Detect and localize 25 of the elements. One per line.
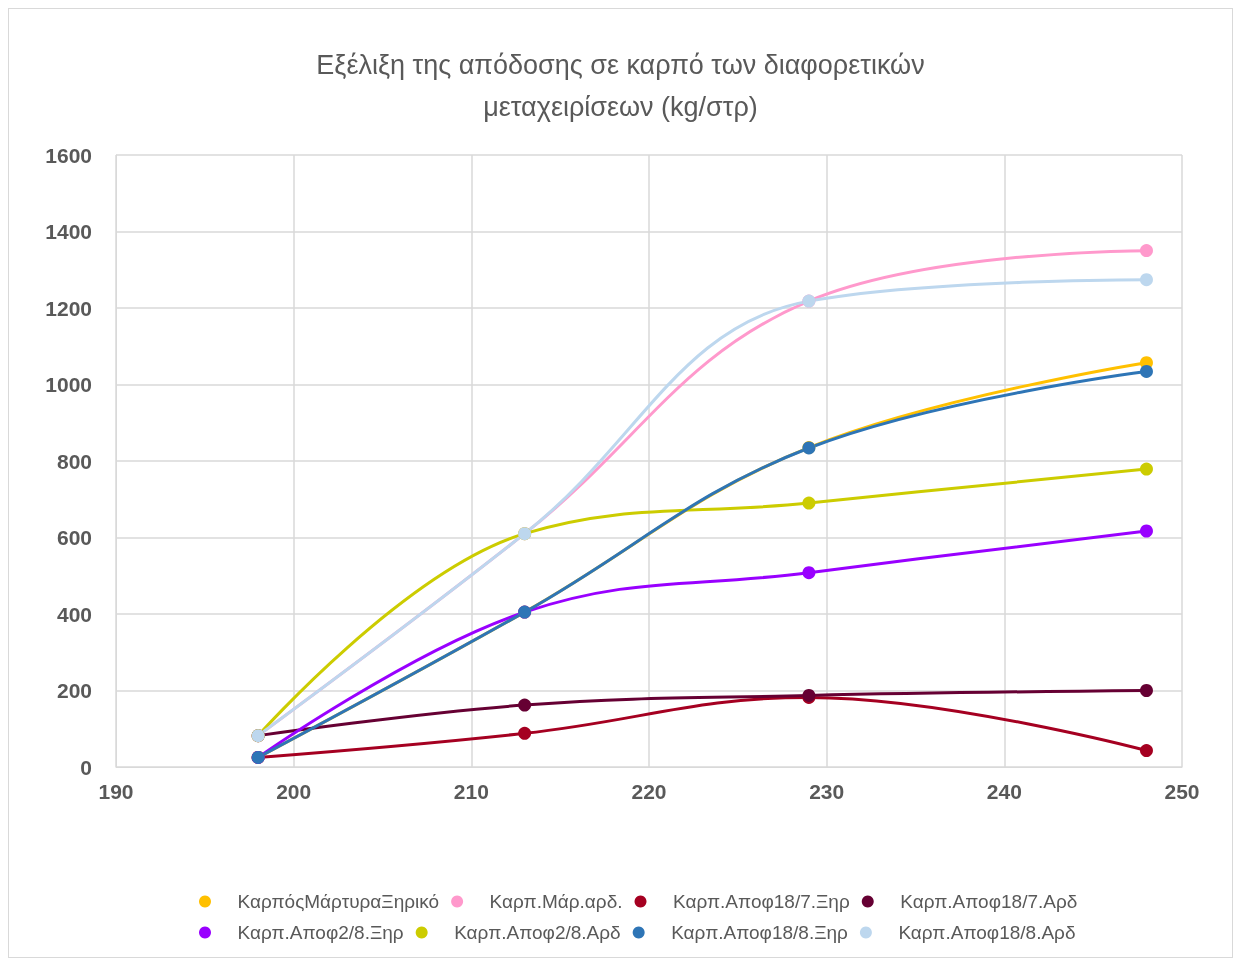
legend-label: Καρπ.Αποφ18/8.Αρδ [898, 922, 1076, 943]
legend-label: Καρπ.Αποφ2/8.Ξηρ [237, 922, 404, 943]
y-tick-label: 400 [56, 602, 92, 626]
legend-label: Καρπ.Αποφ2/8.Αρδ [454, 922, 621, 943]
x-tick-label: 210 [453, 780, 489, 803]
y-tick-label: 600 [56, 526, 92, 549]
chart-title: Εξέλιξη της απόδοσης σε καρπό των διαφορετικών μεταχειρίσεων (kg/στρ) [316, 50, 925, 122]
legend-label: ΚαρπόςΜάρτυραΞηρικό [237, 891, 440, 912]
x-tick-label: 220 [631, 780, 667, 803]
x-tick-label: 250 [1164, 780, 1200, 803]
x-tick-label: 230 [809, 780, 845, 803]
y-tick-label: 1600 [45, 143, 92, 167]
x-tick-label: 190 [98, 780, 134, 803]
legend-label: Καρπ.Μάρ.αρδ. [489, 891, 623, 912]
y-tick-label: 0 [80, 755, 92, 779]
y-tick-label: 200 [56, 679, 92, 702]
y-tick-label: 1400 [45, 220, 92, 243]
y-tick-label: 1200 [45, 296, 92, 320]
x-tick-label: 200 [276, 780, 312, 803]
legend-label: Καρπ.Αποφ18/7.Αρδ [900, 891, 1078, 912]
legend-label: Καρπ.Αποφ18/7.Ξηρ [673, 891, 850, 912]
y-tick-label: 800 [56, 449, 92, 473]
legend-label: Καρπ.Αποφ18/8.Ξηρ [671, 922, 849, 943]
y-tick-label: 1000 [45, 373, 92, 396]
x-tick-label: 240 [986, 780, 1022, 803]
